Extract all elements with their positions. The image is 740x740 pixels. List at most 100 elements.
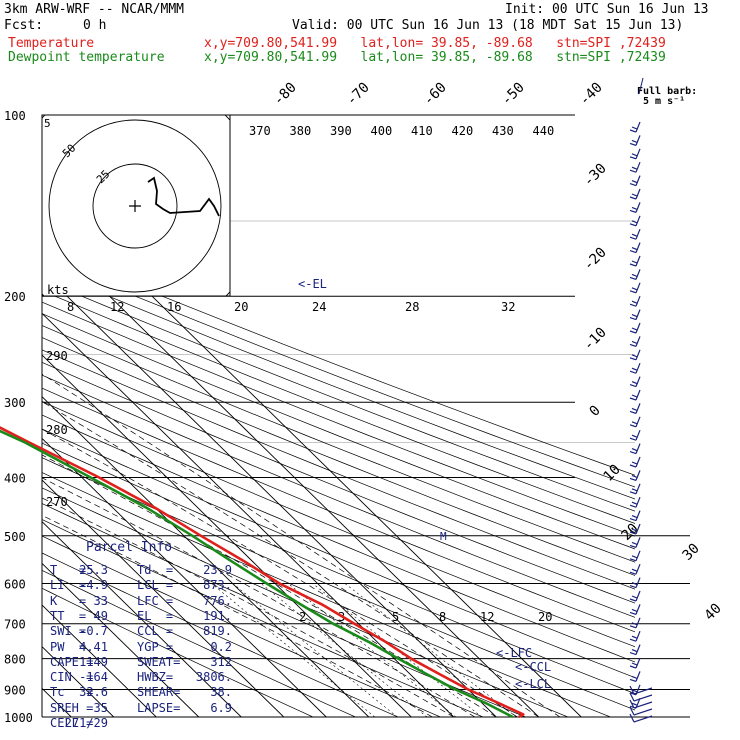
wind-barb-flag (629, 571, 637, 575)
wind-barb-flag (631, 689, 638, 693)
dry-adiabat-420 (42, 337, 635, 576)
parcel-info-cell: YGP = (137, 639, 174, 654)
wind-barb-staff (635, 577, 641, 588)
wind-barb-staff (635, 309, 641, 320)
wind-barbs (629, 121, 653, 723)
dry-adiabat-360 (42, 414, 635, 663)
wind-barb-flag (629, 410, 637, 414)
wind-barb-staff (635, 188, 641, 200)
wind-barb-flag (631, 675, 638, 679)
parcel-info-cell: -4.9 (79, 578, 108, 593)
wind-barb-flag (629, 303, 637, 307)
wind-barb-flag (631, 206, 638, 210)
wind-barb-staff (635, 336, 641, 347)
mixing-ratio-line-12 (312, 583, 483, 717)
wind-barb-flag (629, 652, 637, 656)
wind-barb-flag (629, 370, 637, 374)
wind-barb-staff (635, 148, 641, 160)
parcel-info-cell: SHEAR= (137, 685, 181, 700)
moist-adiabat-10 (42, 497, 454, 717)
dry-adiabat-370 (42, 401, 635, 648)
wind-barb-flag (631, 568, 638, 572)
dry-adiabat-350 (42, 428, 635, 679)
valid-time: Valid: 00 UTC Sun 16 Jun 13 (18 MDT Sat … (292, 18, 684, 33)
isotherm-label: 10 (601, 462, 624, 485)
parcel-info-cell: SREH = (50, 700, 94, 715)
wind-barb-staff (635, 389, 641, 401)
dry-adiabat-270 (42, 552, 399, 717)
parcel-info-cell: LI = (50, 578, 87, 593)
parcel-info-cell: LCL = (137, 578, 174, 593)
temperature-series-line (0, 426, 525, 719)
wind-barb-flag (629, 518, 637, 522)
mixing-ratio-line-2 (211, 583, 375, 717)
temperature-legend: Temperature (8, 36, 95, 51)
isotherm-label: -10 (581, 325, 610, 354)
wind-barb-staff (635, 349, 641, 361)
wind-barb-flag (629, 437, 637, 441)
parcel-info-cell: HWBZ= (137, 670, 174, 685)
mixing-ratio-label: 8 (439, 610, 446, 624)
wind-barb-staff (635, 456, 641, 468)
isotherm-30 (42, 229, 540, 717)
wind-barb-staff (635, 550, 641, 562)
wind-barb-flag (629, 504, 637, 508)
wind-barb-flag (629, 156, 637, 160)
hodograph-axis-tick: 8 (67, 300, 74, 314)
wind-barb-flag (629, 424, 637, 428)
hodograph-axis-tick: 28 (405, 300, 419, 314)
parcel-info-cell: CIN = (50, 670, 94, 685)
wind-barb-flag (631, 153, 638, 157)
wind-barb-flag (631, 649, 638, 653)
wind-barb-flag (631, 702, 638, 706)
wind-barb-flag (631, 180, 638, 184)
isotherm-label: -30 (581, 161, 610, 190)
el-marker: <-EL (298, 277, 327, 291)
dry-adiabat-390 (42, 374, 635, 618)
wind-barb-flag (631, 300, 638, 304)
wind-barb-flag (629, 464, 637, 468)
wind-barb-flag (631, 287, 638, 291)
model-title: 3km ARW-WRF -- NCAR/MMM (4, 2, 185, 17)
wind-barb-staff (635, 429, 641, 441)
wind-barb-flag (631, 595, 638, 599)
wind-barb-staff (635, 590, 641, 602)
wind-barb-flag (629, 357, 637, 361)
wind-barb-staff (635, 403, 641, 414)
wind-barb-flag (629, 451, 637, 455)
wind-barb-flag (631, 501, 638, 505)
parcel-info-cell: 49 (93, 608, 108, 623)
wind-barb-flag (631, 555, 638, 559)
lfc-marker: <-LFC (496, 646, 532, 660)
wind-barb-flag (631, 528, 638, 532)
barb-legend-value: 5 m s⁻¹ (643, 96, 685, 107)
theta-e-label: 440 (533, 124, 555, 138)
wind-barb-flag (631, 515, 638, 519)
wind-barb-staff (635, 135, 641, 146)
wind-barb-staff (635, 604, 641, 615)
hodograph-axis-tick: 12 (110, 300, 124, 314)
wind-barb-staff (635, 255, 641, 267)
wind-barb-flag (629, 638, 637, 642)
isotherm-label: 40 (702, 601, 725, 624)
wind-barb-flag (629, 290, 637, 294)
wind-barb-staff (635, 161, 641, 173)
wind-barb-low (629, 685, 653, 695)
pressure-label-1000: 1000 (4, 711, 33, 725)
mixing-ratio-line-20 (344, 583, 517, 717)
parcel-info-cell: 23.9 (203, 563, 232, 577)
isotherm-label: -70 (344, 80, 373, 109)
parcel-info-cell: T = (50, 563, 87, 577)
dry-adiabat-label: 290 (46, 349, 68, 363)
wind-barb-staff (635, 657, 641, 669)
parcel-info-cell: 873. (203, 578, 232, 593)
parcel-info-cell: 38. (210, 685, 232, 700)
parcel-info-cell: 33 (93, 593, 108, 608)
parcel-info-cell: 6.9 (210, 700, 232, 715)
dry-adiabat-330 (42, 457, 635, 711)
parcel-info-cell: K = (50, 593, 87, 608)
wind-barb-flag (631, 461, 638, 465)
dry-adiabat-280 (42, 535, 441, 717)
wind-barb-flag (631, 139, 638, 143)
wind-barb-flag (631, 327, 638, 331)
